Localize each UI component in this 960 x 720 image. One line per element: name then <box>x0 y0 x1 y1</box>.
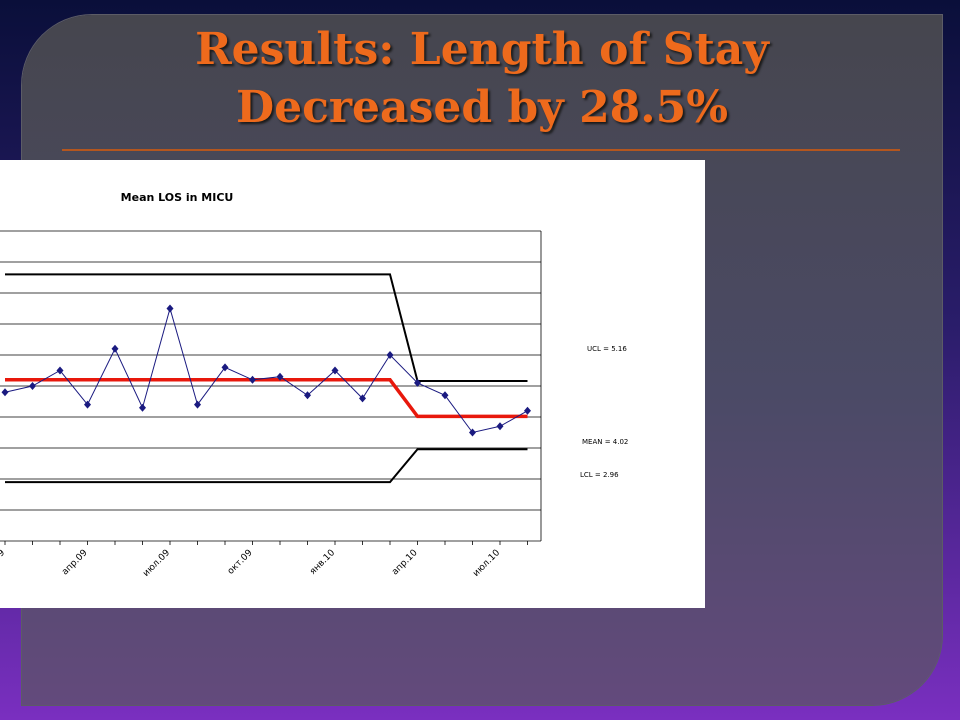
data-point <box>84 400 91 409</box>
x-tick-label: окт.09 <box>226 548 255 577</box>
data-point <box>441 391 449 400</box>
slide-title: Decreased by 28.5% <box>235 82 729 133</box>
data-line <box>4 306 528 434</box>
control-line <box>5 448 528 484</box>
control-line <box>5 273 528 383</box>
control-label: LCL = 2.96 <box>580 471 619 479</box>
data-point <box>221 363 229 372</box>
chart-title: Mean LOS in MICU <box>121 191 234 204</box>
data-point <box>386 351 394 359</box>
data-point <box>331 366 339 375</box>
data-point <box>56 366 64 375</box>
data-point <box>469 428 476 437</box>
title-rule <box>62 149 900 151</box>
x-tick-label: апр.10 <box>390 548 419 577</box>
data-point <box>414 378 421 387</box>
data-point <box>249 375 256 384</box>
data-point <box>524 406 531 415</box>
data-point <box>496 422 504 431</box>
x-tick-label: апр.09 <box>60 548 89 577</box>
data-point <box>304 391 311 400</box>
control-line <box>5 378 528 419</box>
control-label: UCL = 5.16 <box>587 345 627 353</box>
data-point <box>139 403 146 412</box>
data-point <box>29 382 36 390</box>
control-label: MEAN = 4.02 <box>582 438 628 446</box>
chart: Mean LOS in MICU янв.09 апр.09 июл.09 окт.0… <box>0 160 705 608</box>
data-point <box>1 388 9 397</box>
x-tick-label: июл.09 <box>141 548 172 579</box>
x-tick-label: янв.09 <box>0 548 7 577</box>
data-point <box>166 304 174 313</box>
data-point <box>359 394 366 403</box>
x-tick-label: янв.10 <box>308 548 337 577</box>
x-tick-label: июл.10 <box>471 548 502 579</box>
data-point <box>194 400 201 409</box>
data-point <box>276 372 284 381</box>
data-point <box>111 344 119 353</box>
slide-title: Results: Length of Stay <box>195 24 769 75</box>
